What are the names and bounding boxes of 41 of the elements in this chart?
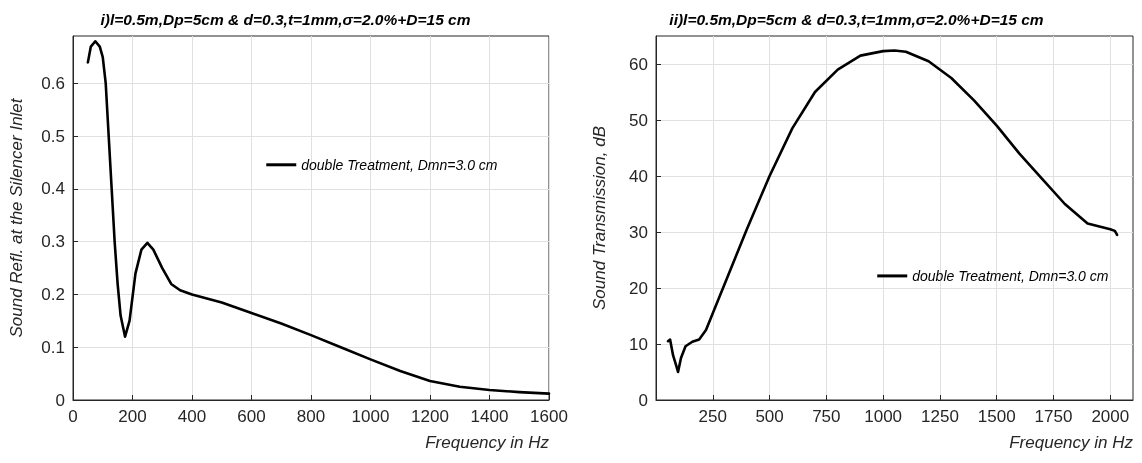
x-tick-label: 500 [755,407,784,426]
x-tick-label: 400 [177,407,207,426]
legend-label: double Treatment, Dmn=3.0 cm [301,156,498,173]
y-axis-title: Sound Refl. at the Silencer Inlet [7,97,26,338]
x-tick-label: 1000 [864,407,903,426]
y-tick-label: 60 [629,54,648,74]
y-tick-label: 0.4 [41,179,65,199]
x-tick-label: 200 [118,407,147,426]
y-tick-label: 0.2 [41,284,65,304]
y-tick-label: 0.5 [41,126,65,146]
x-axis-title: Frequency in Hz [425,433,550,452]
y-tick-label: 40 [629,166,648,186]
y-tick-label: 0 [55,390,65,410]
y-tick-label: 10 [629,334,648,354]
x-tick-label: 2000 [1091,407,1130,426]
y-axis-title: Sound Transmission, dB [590,126,609,310]
x-tick-label: 800 [296,407,326,426]
x-tick-label: 600 [237,407,266,426]
chart-title: ii)l=0.5m,Dp=5cm & d=0.3,t=1mm,σ=2.0%+D=15 cm [669,10,1044,28]
x-tick-label: 1750 [1034,407,1073,426]
y-tick-label: 0.6 [41,73,65,93]
y-tick-label: 0.1 [41,337,65,357]
y-tick-label: 30 [629,222,648,242]
x-tick-label: 1400 [470,407,509,426]
legend-label: double Treatment, Dmn=3.0 cm [912,267,1109,284]
x-tick-label: 750 [812,407,841,426]
line-series [666,49,1119,374]
x-tick-label: 1500 [977,407,1016,426]
x-tick-label: 0 [68,407,78,426]
x-tick-label: 1600 [530,407,568,426]
y-tick-label: 50 [629,110,648,130]
x-tick-label: 1250 [921,407,959,426]
chart-title: i)l=0.5m,Dp=5cm & d=0.3,t=1mm,σ=2.0%+D=15 cm [100,10,471,28]
x-tick-label: 1000 [351,407,390,426]
x-axis-title: Frequency in Hz [1009,433,1134,452]
y-tick-label: 20 [629,278,648,298]
y-tick-label: 0 [638,390,648,410]
x-tick-label: 1200 [411,407,449,426]
y-tick-label: 0.3 [41,232,65,252]
x-tick-label: 250 [698,407,727,426]
line-series [86,39,551,395]
